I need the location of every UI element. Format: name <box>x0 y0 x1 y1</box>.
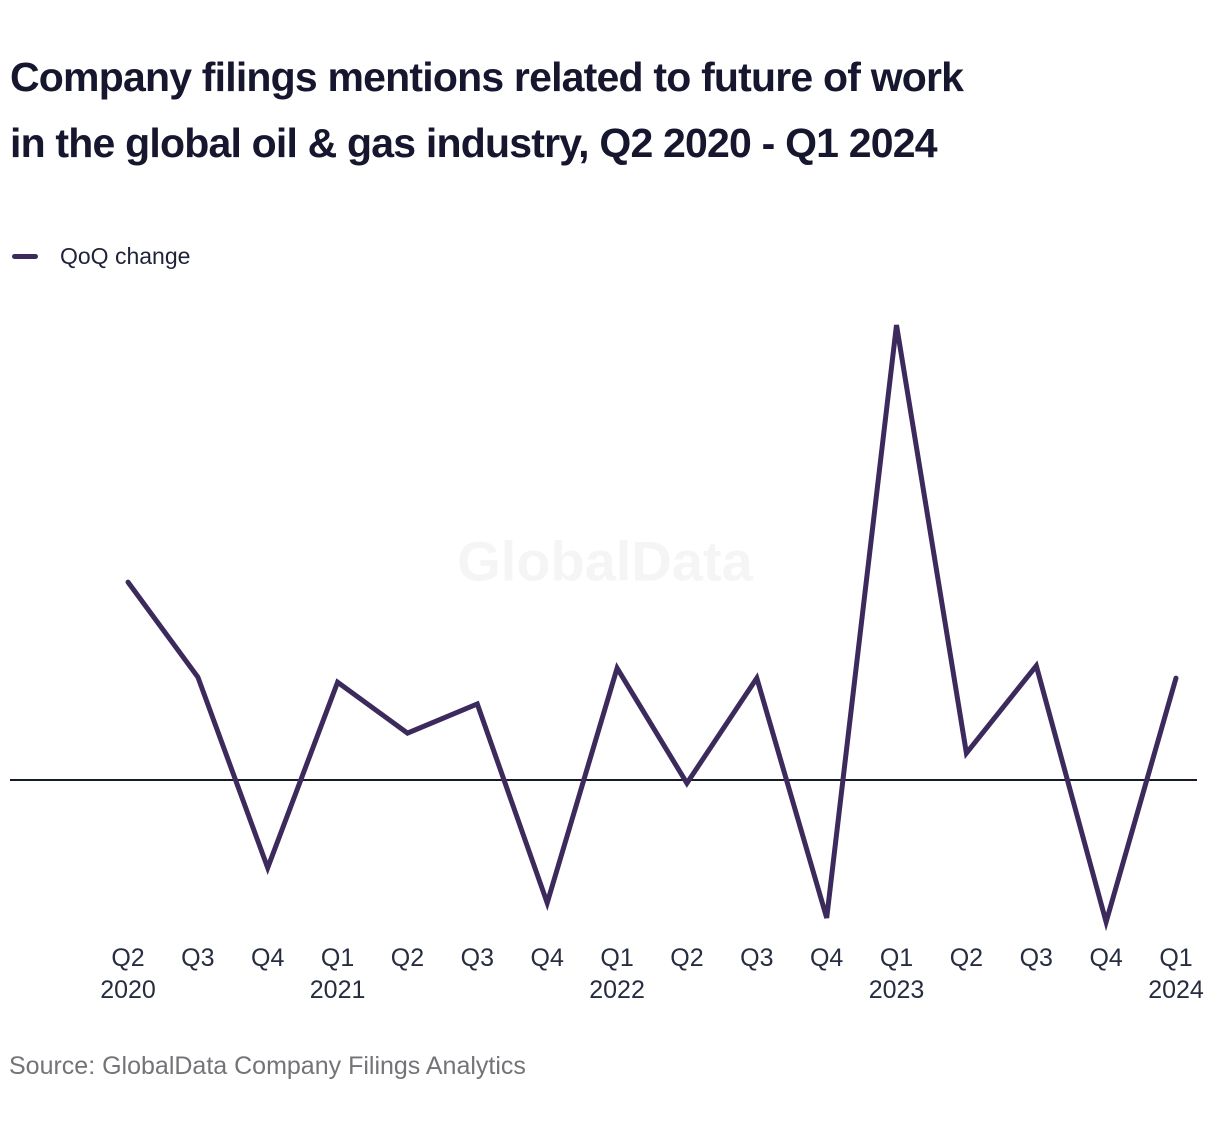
x-tick-quarter: Q3 <box>460 944 495 972</box>
x-tick-year: 2022 <box>589 976 645 1004</box>
x-tick: Q2 <box>391 942 424 974</box>
chart-title-line2: in the global oil & gas industry, Q2 202… <box>10 120 938 166</box>
legend-label: QoQ change <box>60 243 191 269</box>
x-tick-quarter: Q4 <box>1089 944 1123 972</box>
x-tick-year: 2024 <box>1148 976 1204 1004</box>
x-tick-quarter: Q2 <box>949 944 984 972</box>
x-tick: Q4 <box>1089 942 1122 974</box>
x-tick-quarter: Q2 <box>390 944 425 972</box>
source-note: Source: GlobalData Company Filings Analy… <box>9 1052 526 1080</box>
x-tick: Q4 <box>531 942 564 974</box>
x-tick-quarter: Q1 <box>600 944 634 972</box>
chart-title-line1: Company filings mentions related to futu… <box>10 54 964 100</box>
qoq-line <box>125 324 1179 932</box>
x-tick: Q1 2022 <box>589 942 645 1006</box>
x-tick-quarter: Q1 <box>879 944 914 972</box>
legend: QoQ change <box>12 243 190 270</box>
x-tick-quarter: Q2 <box>670 944 704 972</box>
x-tick: Q1 2023 <box>869 942 925 1006</box>
x-tick: Q1 2024 <box>1148 942 1204 1006</box>
legend-line-swatch <box>12 254 38 259</box>
x-tick-quarter: Q4 <box>251 944 285 972</box>
x-tick-quarter: Q1 <box>1159 944 1193 972</box>
x-tick-quarter: Q4 <box>530 944 564 972</box>
x-tick: Q3 <box>461 942 494 974</box>
x-tick-quarter: Q3 <box>181 944 215 972</box>
x-tick: Q4 <box>810 942 843 974</box>
x-tick: Q1 2021 <box>310 942 366 1006</box>
x-tick-year: 2023 <box>868 976 925 1004</box>
x-tick-quarter: Q3 <box>740 944 774 972</box>
watermark: GlobalData <box>457 529 753 593</box>
x-tick: Q3 <box>1020 942 1053 974</box>
x-tick-year: 2021 <box>309 976 366 1004</box>
x-tick-quarter: Q1 <box>320 944 355 972</box>
x-tick: Q4 <box>251 942 284 974</box>
x-tick: Q3 <box>740 942 773 974</box>
x-tick: Q2 2020 <box>100 942 156 1006</box>
x-tick-year: 2020 <box>100 976 156 1004</box>
x-tick-quarter: Q4 <box>809 944 844 972</box>
x-tick-quarter: Q2 <box>111 944 145 972</box>
x-tick-quarter: Q3 <box>1019 944 1053 972</box>
chart-title: Company filings mentions related to futu… <box>10 44 964 176</box>
x-tick: Q2 <box>950 942 983 974</box>
x-tick: Q3 <box>181 942 214 974</box>
x-tick: Q2 <box>670 942 703 974</box>
